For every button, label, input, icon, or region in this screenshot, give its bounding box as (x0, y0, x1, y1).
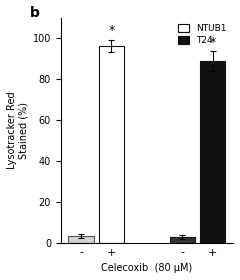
Text: *: * (210, 36, 216, 49)
Bar (200, 61, 225, 243)
Text: *: * (108, 24, 114, 37)
Legend: NTUB1, T24: NTUB1, T24 (176, 22, 228, 47)
Bar (170, 237, 195, 243)
Y-axis label: Lysotracker Red
Stained (%): Lysotracker Red Stained (%) (7, 91, 29, 169)
Bar (99, 46, 124, 243)
X-axis label: Celecoxib  (80 μM): Celecoxib (80 μM) (101, 263, 192, 273)
Text: b: b (30, 6, 40, 20)
Bar (68, 236, 94, 243)
